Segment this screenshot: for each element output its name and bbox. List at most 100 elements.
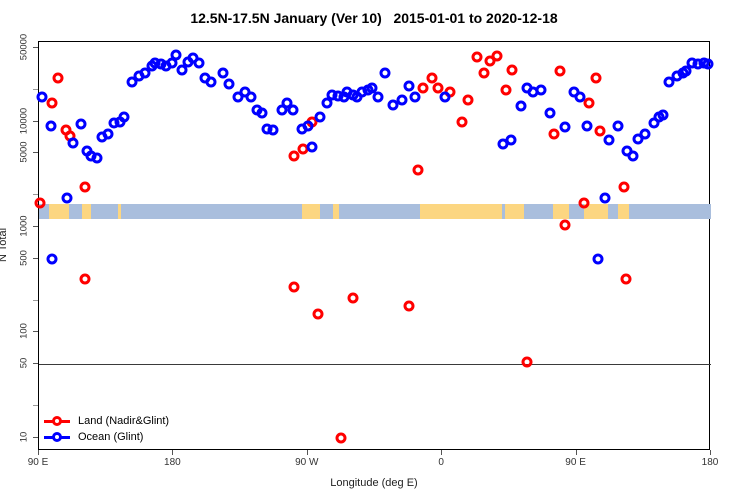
x-axis-tick	[575, 450, 577, 455]
data-point	[439, 91, 451, 103]
data-point	[306, 141, 318, 153]
data-point	[535, 84, 547, 96]
data-point	[314, 111, 326, 123]
land-segment	[504, 204, 525, 220]
data-point	[590, 72, 602, 84]
data-point	[36, 91, 48, 103]
data-point	[417, 82, 429, 94]
data-point	[193, 57, 205, 69]
world-map-band	[39, 204, 711, 220]
data-point	[462, 94, 474, 106]
y-axis-tick-label: 50000	[18, 33, 30, 61]
reference-line-n50	[39, 364, 711, 366]
data-point	[603, 134, 615, 146]
x-axis-tick	[710, 450, 711, 455]
y-axis-minor-tick	[33, 299, 38, 301]
land-segment	[552, 204, 570, 220]
data-point	[559, 219, 571, 231]
data-point	[223, 78, 235, 90]
data-point	[34, 197, 46, 209]
legend-item-ocean: Ocean (Glint)	[44, 429, 169, 445]
data-point	[102, 128, 114, 140]
y-axis-tick-label: 10000	[18, 107, 30, 134]
y-axis-minor-tick	[33, 405, 38, 407]
data-point	[521, 356, 533, 367]
data-point	[335, 432, 347, 444]
ocean-series-marker-icon	[44, 432, 70, 443]
data-point	[52, 72, 64, 84]
y-axis-tick-label: 100	[18, 323, 30, 340]
data-point	[91, 152, 103, 164]
x-axis-tick	[306, 450, 308, 455]
data-point	[426, 72, 438, 84]
legend-label-land: Land (Nadir&Glint)	[78, 414, 170, 427]
data-point	[403, 80, 415, 92]
data-point	[79, 273, 91, 285]
data-point	[287, 104, 299, 116]
data-point	[574, 91, 586, 103]
land-segment	[82, 204, 92, 220]
data-point	[583, 97, 595, 109]
y-axis-tick	[33, 46, 38, 48]
y-axis-tick	[33, 363, 38, 365]
x-axis-tick-label: 180	[701, 457, 719, 468]
y-axis-minor-tick	[33, 88, 38, 90]
data-point	[548, 128, 560, 140]
data-point	[46, 97, 58, 109]
data-point	[321, 97, 333, 109]
land-segment	[419, 204, 502, 220]
data-point	[403, 300, 415, 312]
data-point	[632, 133, 644, 145]
data-point	[379, 67, 391, 79]
data-point	[639, 128, 651, 140]
data-point	[680, 65, 692, 77]
data-point	[620, 273, 632, 285]
data-point	[176, 64, 188, 76]
data-point	[409, 91, 421, 103]
data-point	[46, 253, 58, 265]
data-point	[67, 137, 79, 149]
y-axis-tick-label: 5000	[18, 141, 30, 163]
data-point	[612, 120, 624, 132]
data-point	[544, 107, 556, 119]
legend-item-land: Land (Nadir&Glint)	[44, 413, 169, 429]
data-point	[366, 82, 378, 94]
data-point	[506, 64, 518, 76]
data-point	[412, 164, 424, 176]
data-point	[578, 197, 590, 209]
data-point	[205, 76, 217, 88]
x-axis-tick-label: 90 E	[565, 457, 586, 468]
data-point	[302, 120, 314, 132]
data-point	[245, 91, 257, 103]
y-axis-tick	[33, 331, 38, 333]
x-axis-tick	[38, 450, 39, 455]
data-point	[581, 120, 593, 132]
data-point	[491, 50, 503, 62]
data-point	[281, 97, 293, 109]
data-point	[61, 192, 73, 204]
data-point	[478, 67, 490, 79]
data-point	[505, 134, 517, 146]
land-segment	[584, 204, 608, 220]
data-point	[432, 82, 444, 94]
y-axis-tick-label: 10	[18, 431, 30, 443]
data-point	[663, 76, 675, 88]
chart-title: 12.5N-17.5N January (Ver 10) 2015-01-01 …	[190, 10, 558, 26]
plot-area	[34, 41, 714, 450]
land-segment	[618, 204, 629, 220]
y-axis-tick	[33, 436, 38, 438]
data-point	[267, 124, 279, 136]
land-segment	[49, 204, 69, 220]
data-point	[288, 150, 300, 162]
data-point	[217, 67, 229, 79]
data-point	[627, 150, 639, 162]
data-point	[592, 253, 603, 265]
x-axis-tick	[172, 450, 174, 455]
y-axis-tick-label: 50	[18, 357, 30, 369]
data-point	[456, 116, 468, 128]
x-axis-label: Longitude (deg E)	[330, 477, 418, 489]
data-point	[618, 181, 630, 193]
data-point	[599, 192, 611, 204]
data-point	[657, 109, 669, 121]
